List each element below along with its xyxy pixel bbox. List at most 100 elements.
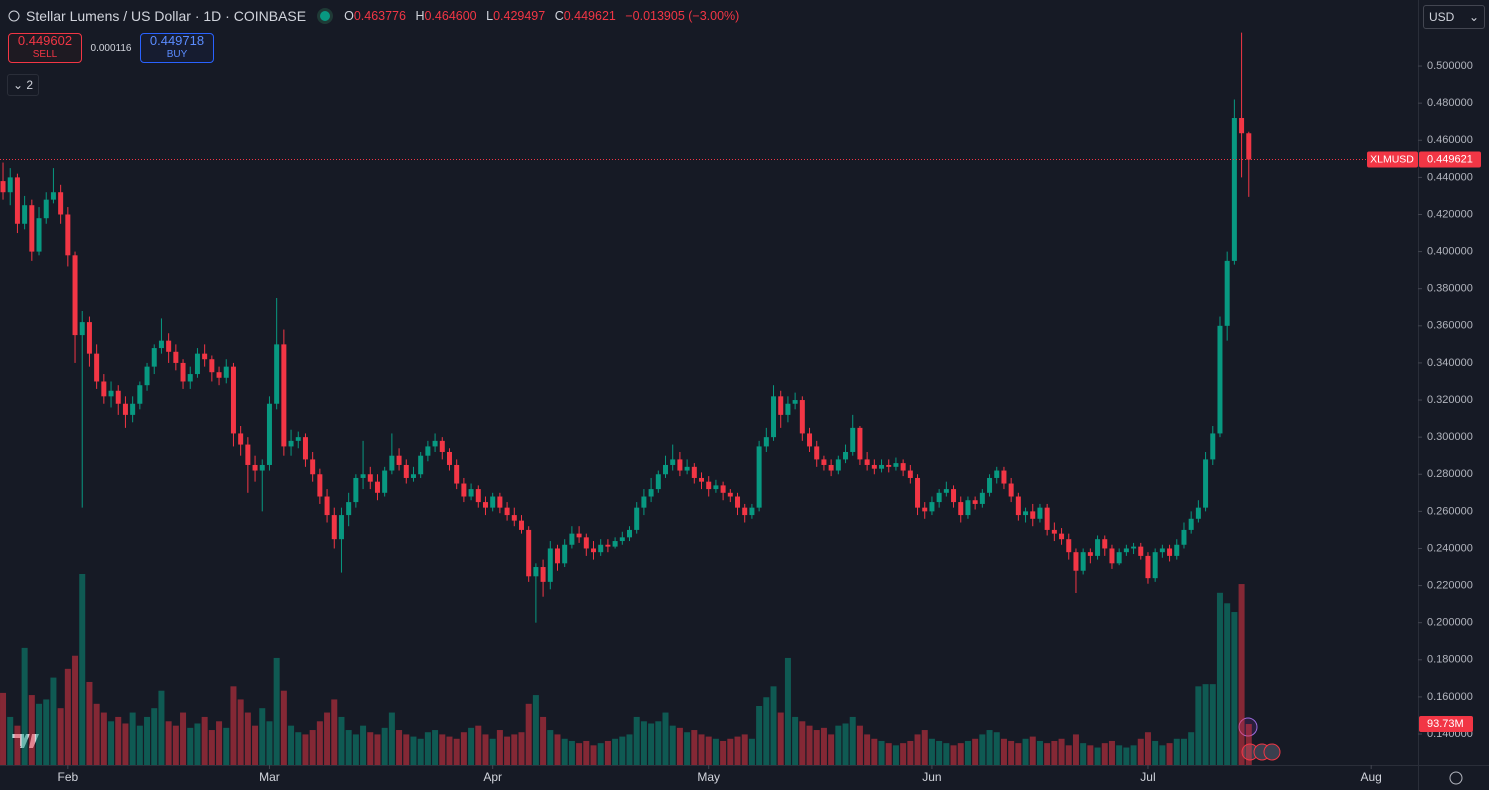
volume-bar (7, 716, 14, 765)
candle-body (835, 459, 841, 471)
ohlc: O0.463776 H0.464600 L0.429497 C0.449621 … (344, 9, 739, 23)
candle-body (1195, 507, 1201, 519)
y-tick-label: 0.340000 (1427, 357, 1473, 369)
volume-bar (302, 734, 309, 765)
candle-body (1087, 552, 1093, 556)
volume-bar (1202, 684, 1209, 765)
legend: Stellar Lumens / US Dollar · 1D · COINBA… (8, 8, 739, 24)
volume-bar (993, 732, 1000, 765)
indicator-toggle[interactable]: ⌄ 2 (7, 74, 39, 96)
volume-bar (273, 657, 280, 765)
candle-body (482, 502, 488, 508)
volume-bar (806, 725, 813, 765)
buy-button[interactable]: 0.449718 BUY (140, 33, 214, 63)
y-tick-label: 0.480000 (1427, 97, 1473, 109)
volume-bar (14, 725, 21, 765)
volume-bar (878, 740, 885, 765)
volume-bar (864, 734, 871, 765)
volume-bar (972, 738, 979, 765)
candle-body (446, 451, 452, 465)
candle-body (504, 507, 510, 516)
volume-bar (554, 734, 561, 765)
volume-bar (288, 725, 295, 765)
candle-body (58, 192, 64, 215)
candle-body (353, 477, 359, 503)
candle-body (641, 496, 647, 508)
volume-bar (568, 740, 575, 765)
y-tick-label: 0.240000 (1427, 542, 1473, 554)
sell-button[interactable]: 0.449602 SELL (8, 33, 82, 63)
candle-body (331, 515, 337, 540)
last-price-label: 0.449621 (1427, 153, 1473, 165)
candle-body (857, 427, 863, 460)
candle-body (360, 474, 366, 478)
volume-bar (1044, 743, 1051, 765)
volume-bar (705, 736, 712, 765)
volume-bar (727, 738, 734, 765)
candle-body (807, 433, 813, 447)
candle-body (310, 459, 316, 475)
candle-body (418, 455, 424, 475)
change: −0.013905 (−3.00%) (625, 9, 740, 23)
currency-select[interactable]: USD ⌄ (1423, 5, 1485, 29)
high-key: H (415, 9, 425, 23)
candle-body (43, 199, 49, 219)
sell-label: SELL (32, 49, 58, 60)
candle-body (79, 322, 85, 336)
volume-bar (655, 721, 662, 765)
volume-bar (684, 732, 691, 765)
volume-bar (907, 740, 914, 765)
candle-body (14, 177, 20, 224)
symbol-title: Stellar Lumens / US Dollar · 1D · COINBA… (26, 8, 307, 24)
volume-bar (900, 743, 907, 765)
y-tick-label: 0.180000 (1427, 654, 1473, 666)
volume-bar (144, 716, 151, 765)
buy-price: 0.449718 (149, 33, 205, 48)
candle-body (180, 362, 186, 382)
candle-body (245, 444, 251, 465)
candle-body (338, 515, 344, 540)
event-icon[interactable] (1263, 743, 1281, 761)
volume-bar (986, 730, 993, 765)
volume-bar (734, 736, 741, 765)
volume-bar (352, 734, 359, 765)
candle-body (475, 489, 481, 503)
candle-body (65, 214, 71, 256)
volume-bar (792, 716, 799, 765)
y-tick-label: 0.300000 (1427, 431, 1473, 443)
volume-bar (1087, 745, 1094, 765)
volume-bar (583, 740, 590, 765)
volume-bar (410, 736, 417, 765)
candle-body (785, 403, 791, 415)
candle-body (1008, 483, 1014, 497)
candle-body (943, 489, 949, 493)
volume-bar (799, 721, 806, 765)
volume-bar (856, 725, 863, 765)
volume-bar (21, 647, 28, 765)
volume-bar (1231, 612, 1238, 765)
candle-body (756, 446, 762, 508)
volume-bar (1072, 734, 1079, 765)
volume-bar (0, 692, 7, 765)
y-tick-label: 0.220000 (1427, 579, 1473, 591)
candle-body (691, 466, 697, 478)
volume-bar (1159, 745, 1166, 765)
indicator-count: 2 (26, 78, 34, 92)
volume-bar (403, 734, 410, 765)
candle-body (612, 541, 618, 547)
x-tick-label: Jun (922, 770, 941, 784)
volume-bar (928, 738, 935, 765)
candle-body (735, 496, 741, 508)
last-price-box (1419, 151, 1481, 168)
candle-body (619, 537, 625, 542)
candle-body (1131, 546, 1137, 549)
candle-body (187, 374, 193, 382)
candle-body (879, 464, 885, 469)
candle-body (295, 437, 301, 441)
candle-body (367, 474, 373, 482)
candle-body (252, 464, 258, 471)
settings-icon[interactable] (1449, 771, 1463, 785)
volume-bar (835, 725, 842, 765)
candle-body (526, 529, 532, 577)
